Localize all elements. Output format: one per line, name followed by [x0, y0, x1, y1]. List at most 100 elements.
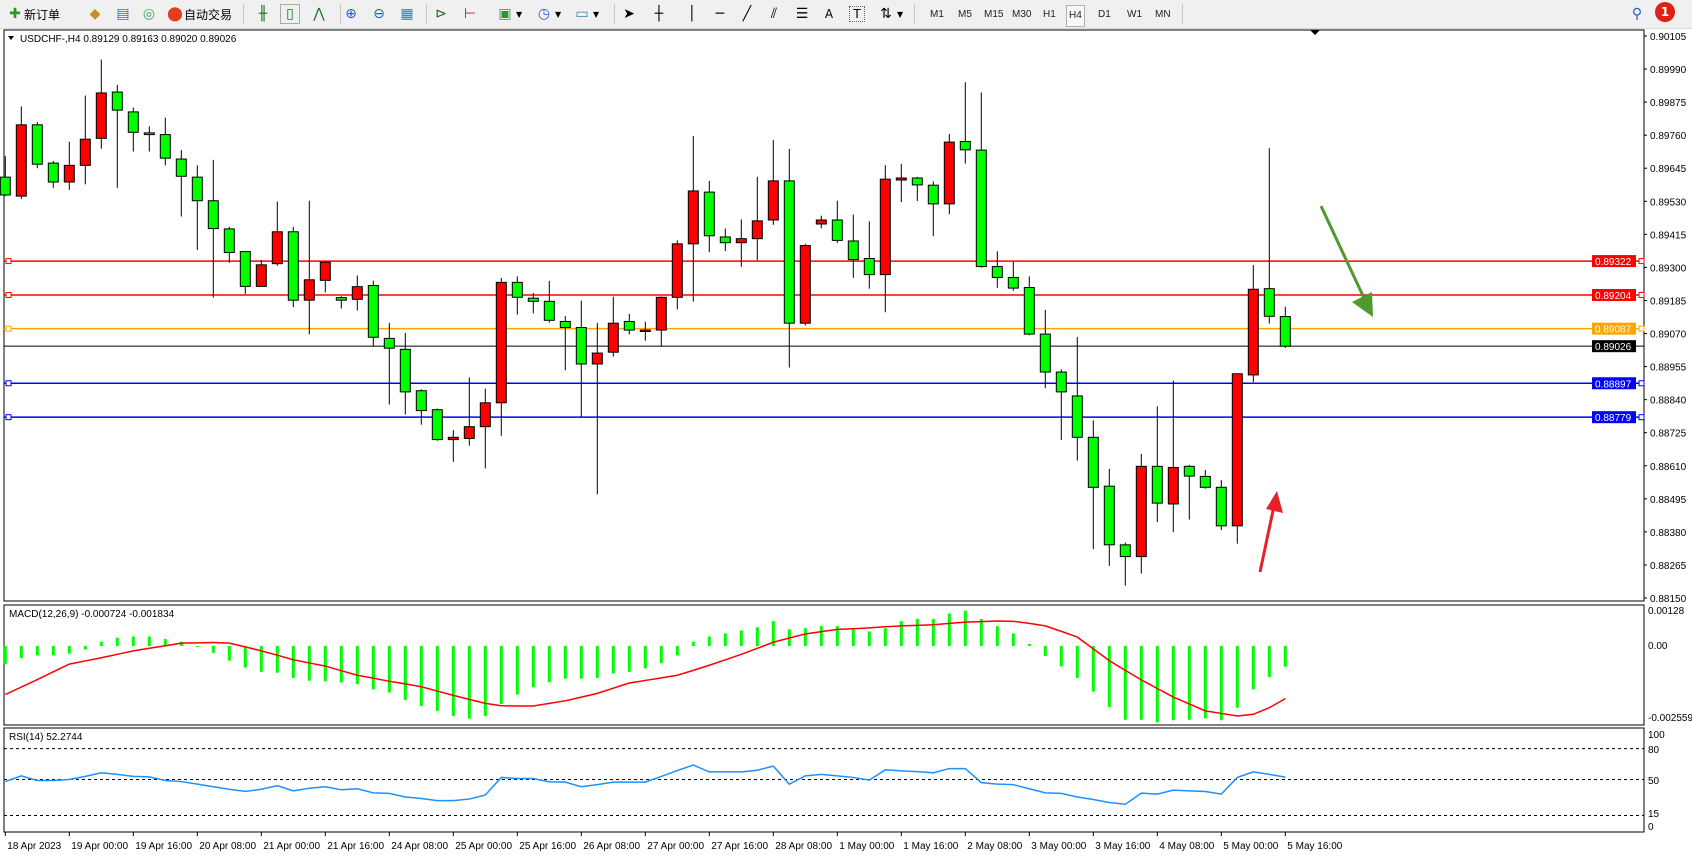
timeframe-m15[interactable]: M15	[984, 9, 1004, 20]
fibonacci-button[interactable]: ☰	[793, 3, 811, 25]
candle	[895, 177, 907, 181]
notifications-badge[interactable]: 1	[1655, 2, 1675, 22]
candle	[783, 180, 795, 324]
bar-chart-button[interactable]: ╫	[254, 3, 272, 25]
candle	[479, 402, 491, 428]
signals-button[interactable]: ◎	[140, 3, 158, 25]
tile-windows-button[interactable]: ▦	[398, 3, 416, 25]
auto-scroll-button[interactable]: ⊳	[432, 3, 450, 25]
crosshair-button[interactable]: ┼	[650, 3, 668, 25]
zoom-in-button[interactable]: ⊕	[342, 3, 360, 25]
candle	[1263, 288, 1275, 317]
rsi-pane[interactable]	[3, 727, 1645, 833]
macd-histogram-bar	[1059, 646, 1063, 667]
text-button[interactable]: A	[820, 3, 838, 25]
candlestick-button[interactable]: ▯	[280, 3, 300, 25]
time-axis-label: 24 Apr 08:00	[391, 841, 448, 852]
timeframe-h4[interactable]: H4	[1066, 5, 1085, 27]
new-order-button[interactable]: ✚ 新订单	[6, 3, 60, 25]
level-handle[interactable]	[5, 292, 12, 299]
macd-pane[interactable]	[3, 604, 1645, 726]
candle	[815, 219, 827, 225]
level-handle[interactable]	[1638, 258, 1645, 265]
search-button[interactable]: ⚲	[1628, 3, 1646, 25]
timeframe-m5[interactable]: M5	[958, 9, 972, 20]
candle	[639, 329, 651, 333]
green-arrow-head-icon[interactable]	[1352, 292, 1373, 317]
macd-histogram-bar	[547, 646, 551, 683]
periods-button[interactable]: ◷ ▼	[535, 3, 561, 25]
zoom-out-button[interactable]: ⊖	[370, 3, 388, 25]
separator	[914, 4, 915, 24]
candle	[143, 132, 155, 136]
macd-histogram-bar	[467, 646, 471, 719]
candle	[95, 92, 107, 139]
timeframe-m30[interactable]: M30	[1012, 9, 1032, 20]
arrows-button[interactable]: ⇅ ▼	[877, 3, 903, 25]
level-handle[interactable]	[5, 258, 12, 265]
time-axis-label: 21 Apr 00:00	[263, 841, 320, 852]
main-chart-pane[interactable]	[3, 29, 1645, 602]
level-handle[interactable]	[1638, 292, 1645, 299]
time-axis-label: 25 Apr 00:00	[455, 841, 512, 852]
rsi-axis-label: 0	[1648, 822, 1654, 833]
level-handle[interactable]	[5, 414, 12, 421]
level-handle[interactable]	[5, 325, 12, 332]
candle	[767, 180, 779, 221]
macd-histogram-bar	[595, 646, 599, 678]
red-arrow-shaft[interactable]	[1258, 505, 1276, 573]
candle	[959, 141, 971, 151]
macd-histogram-bar	[947, 613, 951, 646]
timeframe-h1[interactable]: H1	[1043, 9, 1056, 20]
auto-trading-button[interactable]: ⬤ 自动交易	[166, 3, 232, 25]
macd-histogram-bar	[1203, 646, 1207, 719]
price-axis-label: 0.89645	[1650, 164, 1687, 175]
auto-trading-icon: ⬤	[167, 6, 183, 22]
horizontal-line-button[interactable]: ─	[711, 3, 729, 25]
red-arrow-head-icon[interactable]	[1266, 491, 1283, 513]
line-chart-button[interactable]: ⋀	[310, 3, 328, 25]
chart-shift-button[interactable]: ⊢	[461, 3, 479, 25]
price-axis-label: 0.88840	[1650, 396, 1687, 407]
text-icon: A	[824, 7, 834, 21]
macd-histogram-bar	[1027, 643, 1031, 646]
candle	[671, 243, 683, 298]
macd-histogram-bar	[3, 646, 7, 665]
indicators-button[interactable]: ▣ ▼	[496, 3, 522, 25]
vertical-line-button[interactable]: │	[683, 3, 701, 25]
chart-shift-marker-icon[interactable]	[1310, 30, 1320, 35]
timeframe-m1[interactable]: M1	[930, 9, 944, 20]
timeframe-w1[interactable]: W1	[1127, 9, 1142, 20]
timeframe-d1[interactable]: D1	[1098, 9, 1111, 20]
level-handle[interactable]	[1638, 325, 1645, 332]
dropdown-arrow-icon: ▼	[593, 9, 600, 19]
candle	[431, 409, 443, 441]
chart-menu-triangle-icon[interactable]	[8, 36, 14, 40]
candle	[687, 190, 699, 245]
trendline-button[interactable]: ╱	[738, 3, 756, 25]
candle	[1119, 544, 1131, 558]
candle	[1279, 316, 1291, 347]
toolbar: ✚ 新订单 ◆ ▤ ◎ ⬤ 自动交易 ╫ ▯ ⋀ ⊕ ⊖ ▦ ⊳ ⊢ ▣ ▼ ◷ ▼…	[0, 0, 1692, 29]
candle	[719, 236, 731, 244]
navigator-button[interactable]: ▤	[114, 3, 132, 25]
candle	[447, 436, 459, 441]
macd-histogram-bar	[883, 628, 887, 646]
level-handle[interactable]	[1638, 380, 1645, 387]
equidistant-channel-button[interactable]: ⫽	[765, 3, 783, 25]
text-label-button[interactable]: T	[849, 3, 865, 25]
candle	[527, 297, 539, 302]
templates-button[interactable]: ▭ ▼	[573, 3, 599, 25]
price-axis-label: 0.88495	[1650, 495, 1687, 506]
macd-histogram-bar	[419, 646, 423, 706]
green-arrow-shaft[interactable]	[1319, 205, 1366, 299]
market-watch-button[interactable]: ◆	[86, 3, 104, 25]
level-handle[interactable]	[5, 380, 12, 387]
candle	[319, 261, 331, 281]
candle	[623, 320, 635, 331]
indicators-icon: ▣	[498, 6, 512, 22]
level-handle[interactable]	[1638, 414, 1645, 421]
timeframe-mn[interactable]: MN	[1155, 9, 1171, 20]
cursor-button[interactable]: ➤	[620, 3, 638, 25]
